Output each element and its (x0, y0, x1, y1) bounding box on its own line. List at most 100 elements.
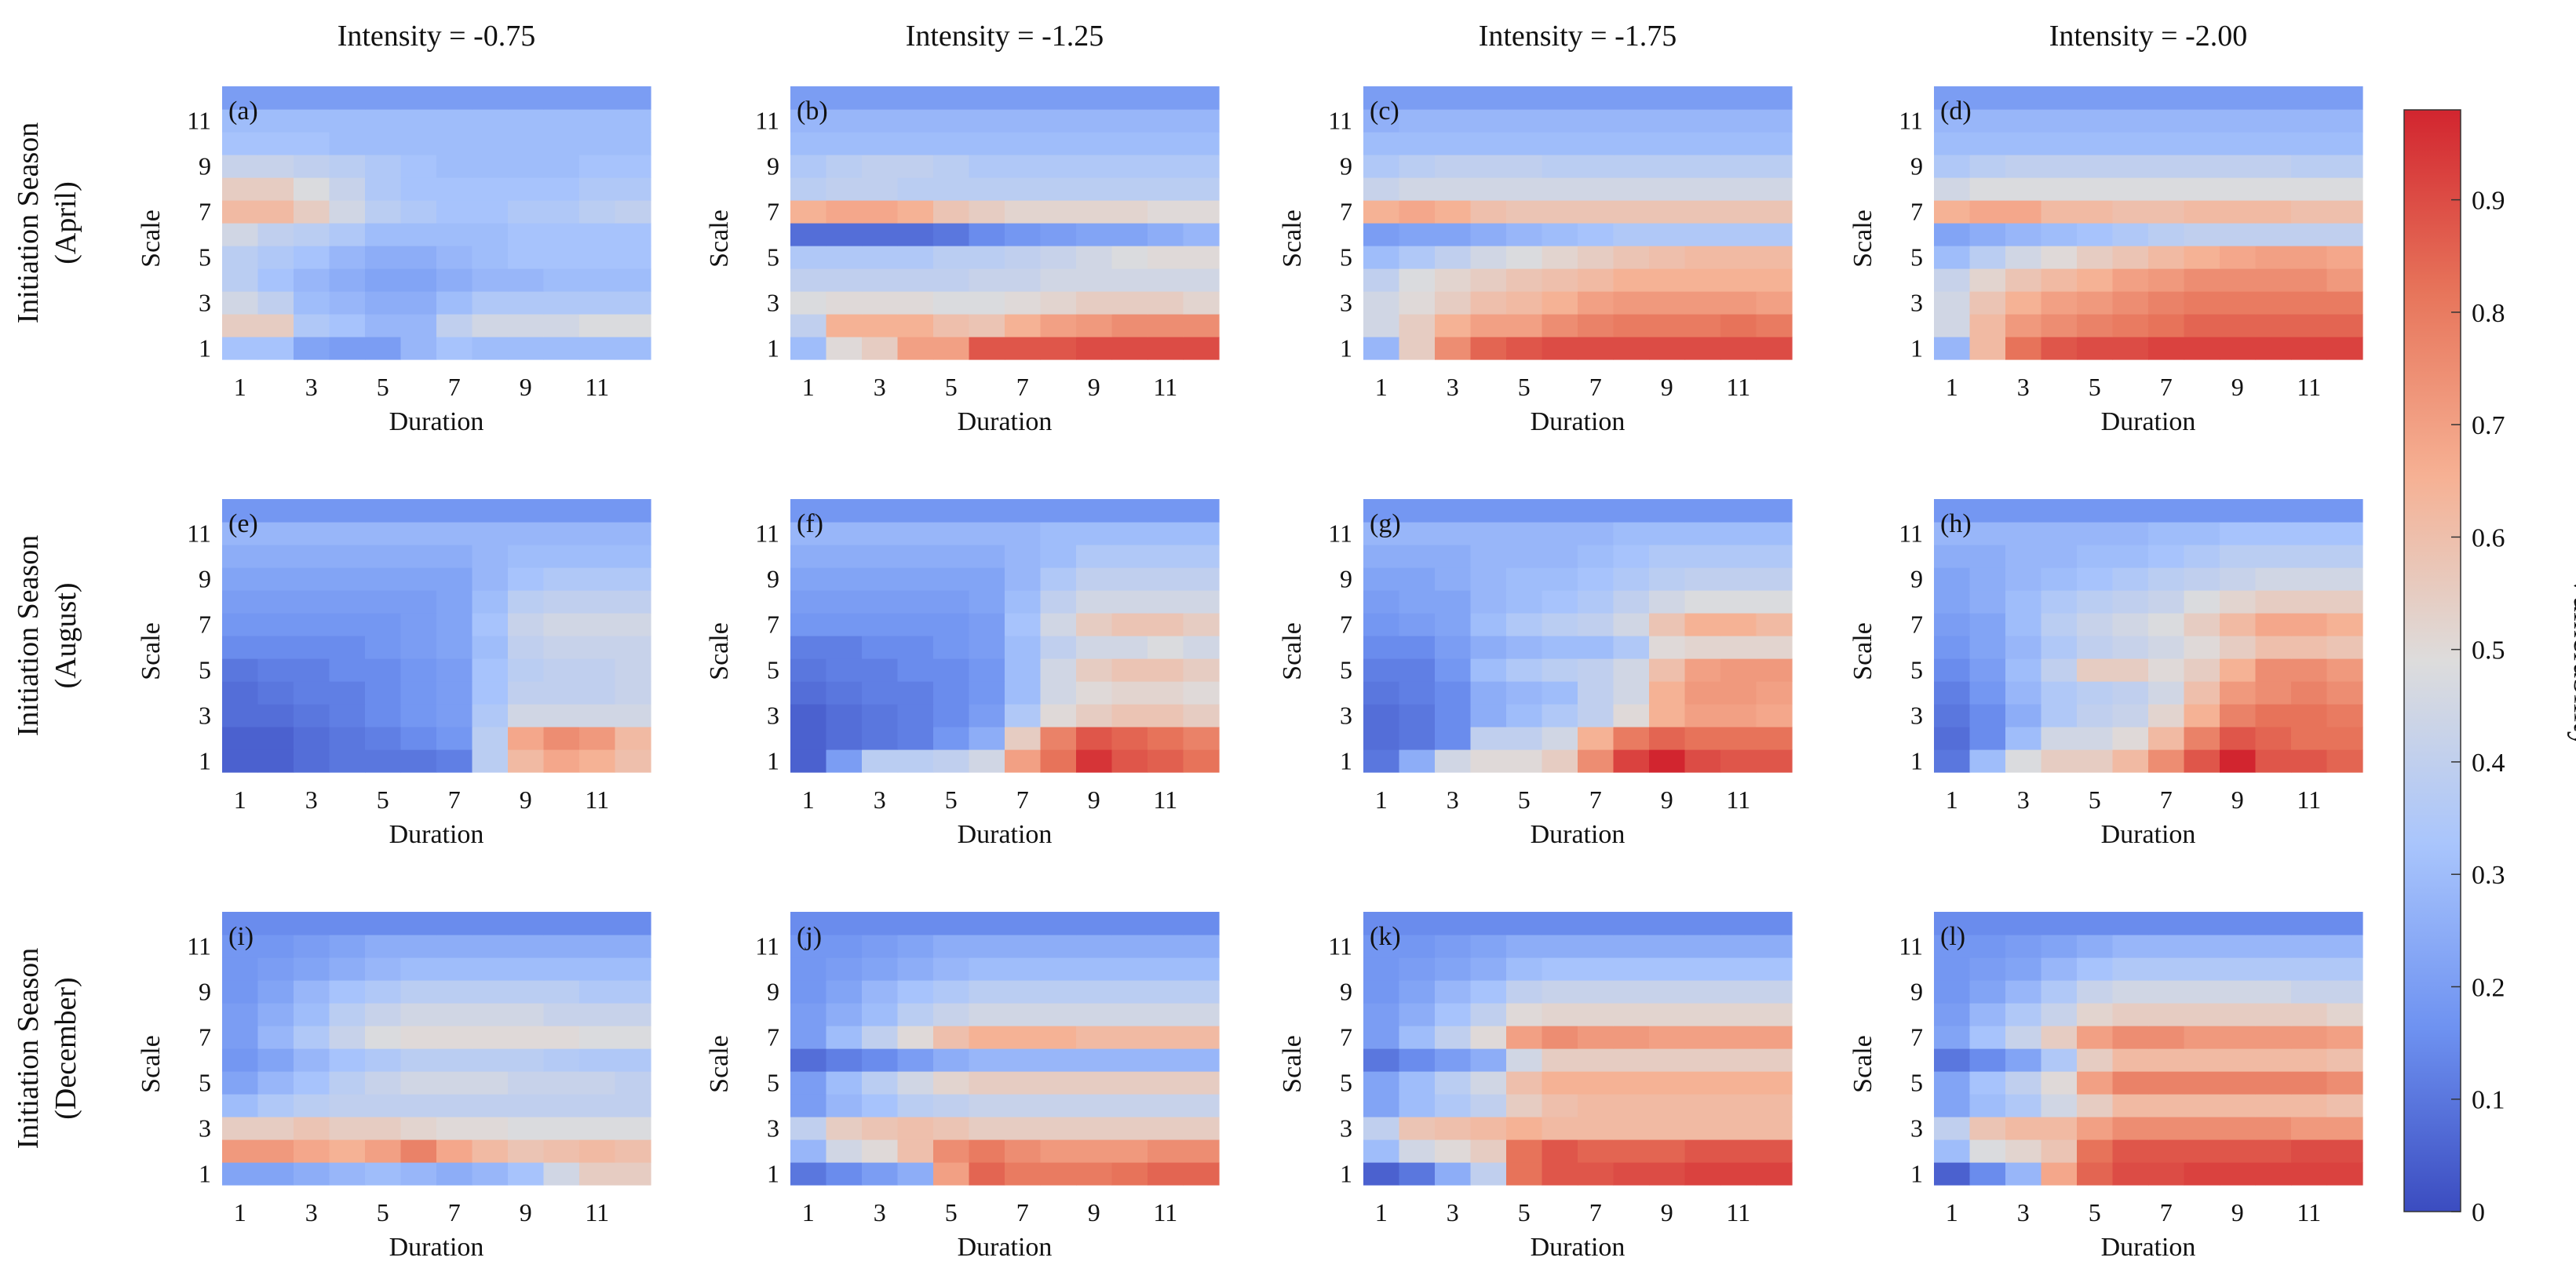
heatmap-cell-d1-s6 (1934, 223, 1971, 246)
heatmap-cell-d7-s9 (2148, 980, 2185, 1004)
heatmap-cell-d2-s8 (826, 590, 863, 614)
heatmap-cell-d3-s6 (1435, 223, 1472, 246)
heatmap-cell-d3-s12 (862, 86, 899, 110)
heatmap-cell-d2-s12 (1399, 499, 1436, 523)
heatmap-cell-d12-s2 (615, 727, 651, 750)
heatmap-cell-d10-s6 (543, 1048, 580, 1072)
heatmap-cell-d4-s6 (1470, 636, 1507, 659)
heatmap-cell-d8-s4 (2184, 1094, 2220, 1117)
heatmap-cell-d12-s5 (1756, 658, 1793, 682)
heatmap-cell-d1-s7 (222, 1026, 259, 1049)
heatmap-cell-d2-s4 (1399, 268, 1436, 292)
y-tick-label: 9 (1910, 152, 1923, 180)
heatmap-cell-d7-s6 (1578, 1048, 1615, 1072)
heatmap-cell-d7-s4 (1578, 268, 1615, 292)
heatmap-cell-d3-s12 (2005, 499, 2042, 523)
heatmap-cell-d7-s2 (1578, 727, 1615, 750)
heatmap-cell-d10-s11 (1111, 522, 1148, 545)
heatmap-cell-d11-s10 (1148, 957, 1184, 981)
heatmap-cell-d5-s5 (933, 246, 970, 269)
heatmap-cell-d3-s11 (862, 522, 899, 545)
heatmap-cell-d8-s6 (2184, 1048, 2220, 1072)
heatmap-cell-d11-s6 (579, 223, 616, 246)
heatmap-cell-d2-s4 (1969, 268, 2006, 292)
heatmap-cell-d8-s3 (472, 1117, 509, 1140)
heatmap-cell-d11-s12 (1148, 499, 1184, 523)
heatmap-cell-d4-s6 (1470, 223, 1507, 246)
heatmap-cell-d11-s5 (1148, 246, 1184, 269)
heatmap-cell-d1-s3 (222, 704, 259, 727)
x-axis-label: Duration (958, 1233, 1053, 1262)
y-axis-label: Scale (137, 622, 166, 680)
heatmap-cell-d1-s1 (1363, 749, 1400, 773)
heatmap-cell-d3-s8 (294, 1003, 330, 1026)
heatmap-cell-d8-s9 (472, 980, 509, 1004)
heatmap-cell-d10-s8 (1684, 177, 1721, 201)
heatmap-cell-d10-s1 (2255, 749, 2292, 773)
x-tick-label: 5 (377, 785, 389, 814)
heatmap-cell-d11-s7 (2291, 613, 2328, 636)
heatmap-cell-d3-s1 (294, 749, 330, 773)
heatmap-cell-d3-s10 (2005, 132, 2042, 155)
heatmap-cell-d10-s11 (543, 522, 580, 545)
heatmap-cell-d6-s7 (1542, 613, 1578, 636)
heatmap-cell-d11-s6 (1720, 1048, 1757, 1072)
heatmap-cell-d8-s12 (2184, 86, 2220, 110)
heatmap-cell-d4-s11 (1470, 109, 1507, 133)
heatmap-cell-d7-s2 (2148, 1139, 2185, 1163)
heatmap-cell-d2-s7 (826, 200, 863, 224)
heatmap-cell-d8-s4 (2184, 268, 2220, 292)
heatmap-cell-d1-s4 (222, 681, 259, 705)
heatmap-cell-d1-s6 (222, 1048, 259, 1072)
heatmap-cell-d3-s4 (294, 268, 330, 292)
heatmap-cell-d12-s10 (615, 957, 651, 981)
heatmap-cell-d2-s2 (1969, 1139, 2006, 1163)
heatmap-cell-d6-s4 (2112, 681, 2149, 705)
heatmap-cell-d1-s7 (790, 613, 827, 636)
heatmap-cell-d7-s5 (1005, 1071, 1042, 1095)
heatmap-cell-d2-s10 (1969, 957, 2006, 981)
heatmap-cell-d2-s11 (1969, 522, 2006, 545)
heatmap-cell-d12-s6 (2326, 1048, 2363, 1072)
heatmap-cell-d7-s4 (436, 1094, 473, 1117)
heatmap-cell-d7-s3 (1578, 704, 1615, 727)
x-tick-label: 9 (520, 373, 532, 401)
heatmap-cell-d1-s6 (1363, 1048, 1400, 1072)
heatmap-cell-d9-s10 (1076, 957, 1113, 981)
heatmap-cell-d3-s8 (294, 590, 330, 614)
y-tick-label: 11 (1328, 107, 1352, 135)
heatmap-cell-d5-s4 (1506, 681, 1543, 705)
heatmap-cell-d4-s7 (897, 200, 934, 224)
heatmap-cell-d3-s12 (1435, 912, 1472, 935)
heatmap-cell-d1-s10 (1934, 545, 1971, 568)
heatmap-cell-d9-s5 (508, 246, 545, 269)
heatmap-cell-d8-s12 (1040, 86, 1077, 110)
heatmap-cell-d9-s8 (1076, 177, 1113, 201)
heatmap-cell-d3-s8 (1435, 1003, 1472, 1026)
heatmap-cell-d1-s3 (1934, 704, 1971, 727)
heatmap-cell-d6-s1 (969, 1162, 1005, 1186)
heatmap-cell-d1-s5 (1363, 658, 1400, 682)
heatmap-cell-d5-s4 (1506, 268, 1543, 292)
heatmap-cell-d5-s9 (2077, 567, 2114, 591)
heatmap-cell-d10-s9 (1684, 980, 1721, 1004)
heatmap-cell-d2-s5 (1399, 1071, 1436, 1095)
heatmap-cell-d5-s2 (365, 727, 402, 750)
heatmap-cell-d9-s2 (508, 314, 545, 337)
heatmap-cell-d2-s6 (1399, 636, 1436, 659)
heatmap-cell-d12-s9 (1183, 155, 1220, 178)
heatmap-cell-d9-s7 (1076, 613, 1113, 636)
heatmap-cell-d8-s6 (1613, 223, 1650, 246)
heatmap-cell-d5-s5 (2077, 1071, 2114, 1095)
heatmap-cell-d3-s5 (862, 658, 899, 682)
heatmap-cell-d8-s7 (1040, 613, 1077, 636)
heatmap-cell-d1-s3 (1363, 291, 1400, 315)
heatmap-cell-d10-s7 (1684, 200, 1721, 224)
x-tick-label: 9 (1088, 785, 1100, 814)
heatmap-cell-d4-s3 (1470, 291, 1507, 315)
heatmap-cell-d10-s11 (543, 935, 580, 958)
heatmap-cell-d4-s7 (329, 200, 366, 224)
heatmap-cell-d4-s2 (329, 314, 366, 337)
heatmap-cell-d2-s9 (1399, 980, 1436, 1004)
heatmap-cell-d1-s4 (1934, 1094, 1971, 1117)
